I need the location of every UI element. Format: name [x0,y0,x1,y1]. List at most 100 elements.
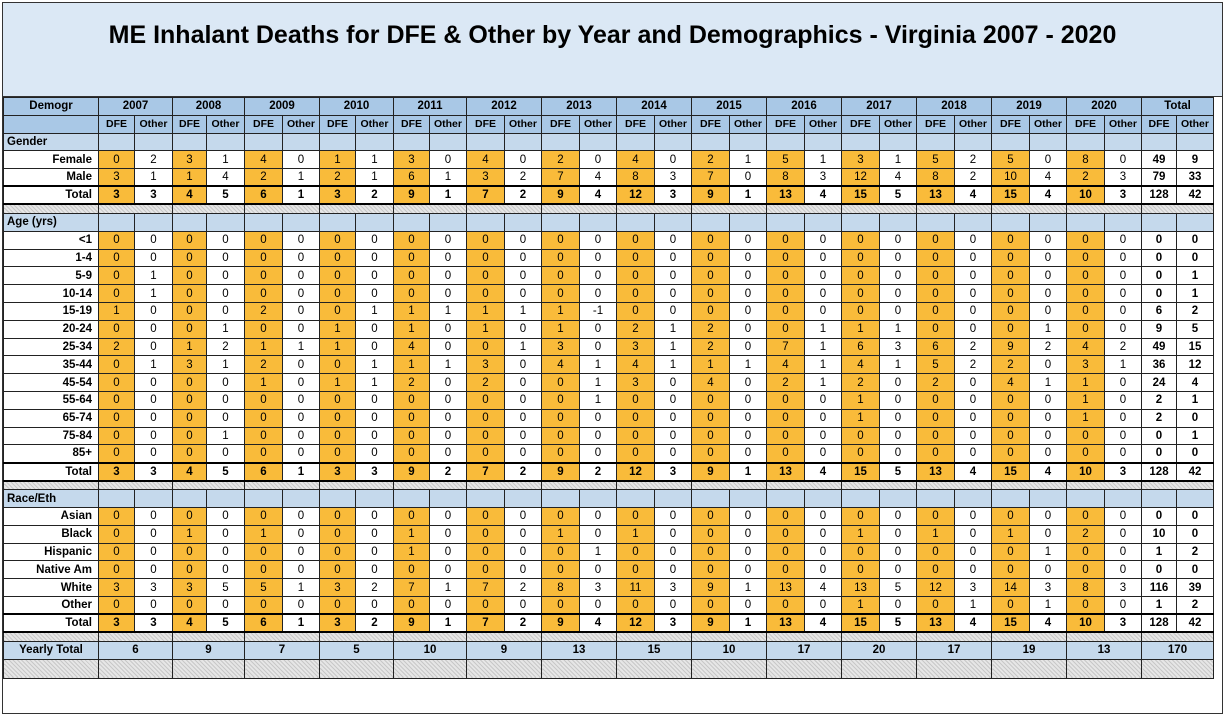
other-total-cell: 1 [429,613,467,634]
dfe-cell: 0 [841,506,880,526]
dfe-cell: 0 [616,390,655,410]
tail-row [3,658,1214,679]
dfe-cell: 0 [766,319,805,339]
data-row: 5-9 0 1 0 0 0 0 0 0 0 0 0 0 0 0 0 0 0 0 0 0 0 0 0 0 0 0 0 0 0 1 [3,266,1214,286]
other-cell: 1 [134,284,173,303]
other-cell: 0 [954,560,992,580]
data-row: Female 0 2 3 1 4 0 1 1 3 0 4 0 2 0 4 0 2 1 5 1 3 1 5 2 5 0 8 0 49 9 [3,150,1214,170]
total-dfe-cell: 36 [1141,355,1177,375]
dfe-cell: 0 [244,390,283,410]
dfe-subheader: DFE [766,114,805,134]
dfe-cell: 0 [1066,426,1105,446]
other-cell: 0 [579,319,617,339]
row-label: <1 [3,230,99,250]
section-blank [879,212,917,232]
other-cell: 0 [1029,301,1067,321]
dfe-total-cell: 12 [616,185,655,206]
spacer-cell [172,631,245,642]
dfe-cell: 0 [916,248,955,268]
other-cell: 4 [579,168,617,187]
year-header: 2018 [916,97,992,116]
row-label: 25-34 [3,337,99,357]
other-cell: 0 [954,301,992,321]
yearly-grand-total: 170 [1141,640,1214,660]
other-cell: 0 [1029,524,1067,544]
dfe-cell: 1 [393,319,430,339]
section-blank [98,489,135,508]
other-cell: 1 [355,373,394,392]
dfe-cell: 0 [319,408,356,428]
other-cell: 0 [282,230,320,250]
dfe-cell: 0 [244,284,283,303]
dfe-total-cell: 6 [244,613,283,634]
other-total-cell: 5 [879,185,917,206]
other-total-cell: 3 [654,461,692,482]
dfe-cell: 0 [393,560,430,580]
section-blank [429,489,467,508]
dfe-cell: 7 [541,168,580,187]
other-cell: 0 [1029,150,1067,170]
section-blank [541,212,580,232]
other-cell: 0 [429,560,467,580]
spacer-cell [98,658,173,679]
other-total-cell: 3 [1104,613,1142,634]
other-cell: 0 [282,506,320,526]
section-total-row: Total 3 3 4 5 6 1 3 2 9 1 7 2 9 4 12 3 9 1 13 4 15 5 13 4 15 4 10 3 1… [3,613,1214,634]
other-cell: 0 [355,542,394,562]
other-cell: 0 [879,444,917,464]
dfe-cell: 1 [244,337,283,357]
row-label: Hispanic [3,542,99,562]
other-cell: 0 [879,560,917,580]
other-cell: 0 [282,595,320,615]
spacer-cell [98,203,173,214]
total-other-cell: 5 [1176,319,1214,339]
total-dfe-cell: 1 [1141,542,1177,562]
other-cell: 0 [1104,542,1142,562]
spacer-cell [616,203,692,214]
dfe-cell: 1 [393,524,430,544]
other-cell: 3 [954,578,992,597]
row-label: 5-9 [3,266,99,286]
dfe-cell: 4 [766,355,805,375]
other-cell: 0 [879,595,917,615]
data-row: 1-4 0 0 0 0 0 0 0 0 0 0 0 0 0 0 0 0 0 0 0 0 0 0 0 0 0 0 0 0 0 0 [3,248,1214,268]
yearly-total-value: 19 [991,640,1067,660]
total-dfe-cell: 24 [1141,373,1177,392]
dfe-cell: 0 [916,542,955,562]
total-dfe-cell: 1 [1141,595,1177,615]
section-blank [1104,132,1142,152]
other-total-cell: 4 [579,185,617,206]
other-subheader: Other [134,114,173,134]
data-row: Other 0 0 0 0 0 0 0 0 0 0 0 0 0 0 0 0 0 0 0 0 1 0 0 1 0 1 0 0 1 2 [3,595,1214,615]
spacer-cell [691,480,767,491]
other-cell: 0 [954,284,992,303]
section-blank [954,489,992,508]
dfe-cell: 0 [98,595,135,615]
other-cell: 0 [729,319,767,339]
dfe-cell: 0 [466,266,505,286]
other-total-cell: 4 [954,613,992,634]
yearly-total-value: 10 [691,640,767,660]
other-cell: 0 [954,506,992,526]
dfe-cell: 0 [541,426,580,446]
spacer-cell [916,658,992,679]
section-blank [393,489,430,508]
section-blank [429,132,467,152]
dfe-cell: 0 [172,595,207,615]
dfe-total-cell: 7 [466,461,505,482]
total-dfe-cell: 79 [1141,168,1177,187]
other-cell: 0 [729,230,767,250]
other-cell: 3 [879,337,917,357]
section-total-row: Total 3 3 4 5 6 1 3 2 9 1 7 2 9 4 12 3 9 1 13 4 15 5 13 4 15 4 10 3 1… [3,185,1214,206]
other-subheader: Other [282,114,320,134]
dfe-total-cell: 12 [616,461,655,482]
dfe-total-cell: 9 [541,185,580,206]
section-blank [206,212,245,232]
other-cell: 0 [504,284,542,303]
other-cell: 0 [134,319,173,339]
row-label: Native Am [3,560,99,580]
other-total-cell: 1 [729,613,767,634]
dfe-cell: 1 [841,390,880,410]
other-cell: 0 [954,230,992,250]
spacer-cell [541,203,617,214]
